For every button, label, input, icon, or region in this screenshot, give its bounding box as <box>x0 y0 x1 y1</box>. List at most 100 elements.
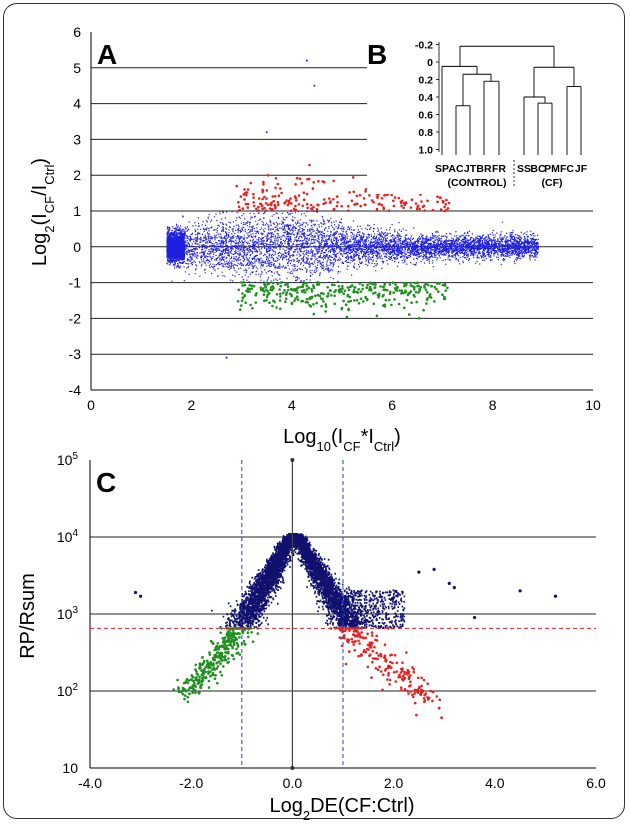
panel-a-down-point <box>341 285 344 288</box>
panel-a-down-point <box>349 299 353 303</box>
panel-c-down-point <box>232 627 236 630</box>
panel-c-down-point <box>208 663 212 666</box>
panel-a-down-point <box>389 290 392 294</box>
panel-c-chart: 10 102 103 104 105 -4.0 -2.0 0.0 2.0 4.0 6.0 C Log… <box>17 451 606 823</box>
panel-c-down-point <box>238 653 242 656</box>
panel-c-down-point <box>188 686 191 690</box>
panel-b-tick-label: 1.0 <box>418 145 433 157</box>
panel-a-down-point <box>341 287 344 290</box>
panel-c-down-point <box>176 678 179 682</box>
panel-c-down-point <box>182 681 186 685</box>
panel-a-up-point <box>380 203 384 207</box>
panel-a-down-point <box>441 293 444 297</box>
panel-a-down-point <box>414 290 418 294</box>
panel-a-down-point <box>375 314 379 318</box>
panel-c-up-point <box>386 678 389 681</box>
panel-a-down-point <box>357 288 361 291</box>
panel-c-up-point <box>412 668 416 671</box>
panel-c-down-point <box>227 630 230 633</box>
panel-c-down-point <box>231 635 235 639</box>
panel-a-down-point <box>404 289 407 293</box>
panel-a-down-point <box>305 288 309 291</box>
panel-a-down-point <box>268 301 271 305</box>
panel-c-down-point <box>202 676 206 679</box>
panel-c-down-point <box>229 644 233 647</box>
panel-c-down-point <box>219 631 222 635</box>
panel-a-up-point <box>276 182 280 186</box>
panel-c-down-point <box>250 631 253 634</box>
panel-c-down-point <box>256 627 260 630</box>
panel-a-up-point <box>310 207 313 210</box>
panel-c-down-point <box>193 688 196 692</box>
panel-a-down-point <box>398 289 401 292</box>
panel-c-down-point <box>200 683 204 687</box>
panel-a-up-point <box>252 201 255 204</box>
panel-a-up-point <box>332 179 336 183</box>
panel-a-up-point <box>315 208 319 211</box>
panel-a-up-point <box>305 202 309 206</box>
panel-a-up-point <box>376 196 379 199</box>
panel-a-down-point <box>266 293 269 297</box>
panel-a-up-point <box>354 202 358 206</box>
panel-c-down-point <box>194 676 198 679</box>
panel-a-down-point <box>417 291 420 294</box>
panel-c-down-point <box>197 692 201 695</box>
panel-c-down-point <box>184 680 188 683</box>
panel-a-up-point <box>312 205 315 209</box>
panel-c-up-point <box>398 673 401 677</box>
panel-a-x-label: Log10(ICF*ICtrl) <box>283 426 401 454</box>
panel-a-up-point <box>335 204 339 208</box>
panel-c-down-point <box>256 632 260 635</box>
panel-a-down-point <box>412 288 416 291</box>
panel-a-up-point <box>293 195 297 198</box>
panel-a-x-tick: 6 <box>388 397 396 413</box>
panel-a-down-point <box>317 281 321 285</box>
panel-a-down-point <box>330 294 333 297</box>
panel-c-down-point <box>235 647 238 651</box>
panel-c-down-point <box>184 694 187 697</box>
panel-a-down-point <box>424 282 428 286</box>
panel-a-down-point <box>356 291 360 294</box>
panel-a-down-point <box>443 284 447 287</box>
panel-c-up-point <box>406 673 409 676</box>
panel-c-up-point <box>344 629 347 632</box>
panel-a-up-point <box>289 209 293 213</box>
panel-a-down-point <box>250 284 254 288</box>
panel-a-up-point <box>238 208 242 212</box>
panel-c-outlier-point <box>139 594 143 598</box>
panel-a-up-point <box>372 201 375 204</box>
panel-a-up-point <box>322 202 326 206</box>
panel-a-y-tick: 2 <box>73 167 81 183</box>
panel-a-down-point <box>241 296 245 300</box>
panel-c-up-point <box>415 689 418 692</box>
panel-a-up-point <box>400 199 404 203</box>
panel-c-up-point <box>379 652 383 656</box>
panel-a-down-point <box>284 283 287 287</box>
panel-a-up-point <box>422 204 426 208</box>
panel-b-leaf-label: PM <box>544 163 560 175</box>
panel-a-y-tick: 6 <box>73 24 81 40</box>
panel-a-up-point <box>261 190 264 194</box>
panel-a-up-point <box>308 163 311 167</box>
panel-c-down-point <box>215 644 218 648</box>
panel-a-up-point <box>351 176 355 179</box>
panel-a-down-point <box>366 298 369 301</box>
panel-b-leaf-label: SP <box>435 163 449 175</box>
panel-a-x-tick: 8 <box>489 397 497 413</box>
panel-c-down-point <box>229 636 232 640</box>
panel-c-down-point <box>249 627 252 630</box>
panel-a-up-point <box>254 207 258 211</box>
panel-c-down-point <box>202 659 206 663</box>
panel-c-down-point <box>246 631 250 634</box>
panel-a-outlier-point <box>265 131 268 134</box>
panel-a-down-point <box>409 284 413 287</box>
panel-c-down-point <box>214 674 217 677</box>
panel-c-up-point <box>385 658 388 662</box>
panel-a-down-point <box>379 285 382 288</box>
panel-a-down-point <box>254 293 257 297</box>
panel-c-up-point <box>405 651 408 654</box>
panel-c-down-point <box>172 688 175 691</box>
panel-a-up-point <box>305 192 309 196</box>
panel-a-down-point <box>353 299 356 302</box>
panel-a-down-point <box>302 283 305 286</box>
